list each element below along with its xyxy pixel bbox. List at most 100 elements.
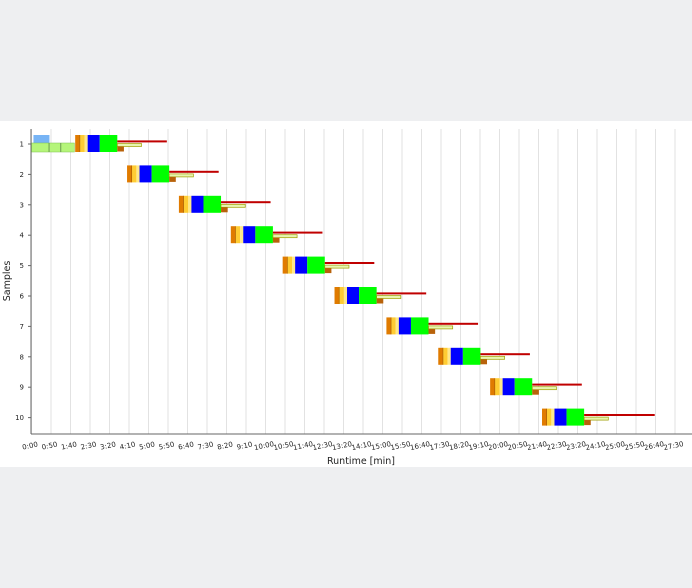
segment-blue <box>191 195 204 213</box>
y-tick-label: 6 <box>20 293 25 301</box>
segment-yellow <box>339 287 344 304</box>
segment-brown_block <box>480 359 488 365</box>
x-tick-label: 14:10 <box>351 440 372 452</box>
x-tick-label: 24:10 <box>585 440 606 452</box>
segment-pale_yellow <box>240 226 244 244</box>
segment-pale_yellow <box>188 195 192 213</box>
segment-green <box>410 317 429 335</box>
segment-olive_bar <box>428 325 454 330</box>
segment-red_line <box>324 262 375 264</box>
chart-panel: 0:00 0:50 1:40 2:30 3:20 4:10 5:00 5:50 6:40 7:30… <box>0 121 692 467</box>
x-tick-label: 21:40 <box>526 440 547 452</box>
segment-blue <box>554 408 567 426</box>
segment-blue <box>295 256 308 274</box>
segment-brown_block <box>221 207 228 213</box>
segment-yellow <box>79 135 85 152</box>
segment-orange <box>230 226 236 244</box>
segment-yellow <box>494 378 500 396</box>
segment-brown_block <box>376 298 384 304</box>
x-tick-label: 9:10 <box>236 440 253 451</box>
segment-olive_bar <box>583 416 609 421</box>
segment-orange <box>542 408 547 426</box>
y-tick-label: 4 <box>20 232 25 240</box>
segment-red_line <box>221 201 271 204</box>
segment-blue <box>398 317 411 335</box>
segment-brown_block <box>584 420 591 426</box>
sample-row-9 <box>490 378 582 396</box>
segment-brown_block <box>272 237 280 243</box>
sample-row-7 <box>386 317 479 335</box>
sample-row-3 <box>178 195 271 213</box>
x-tick-label: 16:40 <box>409 440 430 452</box>
y-tick-label: 5 <box>20 262 24 270</box>
segment-red_line <box>117 140 167 143</box>
segment-green <box>462 347 481 365</box>
prep_green <box>31 142 75 153</box>
segment-green <box>99 135 118 152</box>
sample-row-1 <box>75 135 167 152</box>
y-tick-label: 2 <box>20 171 24 179</box>
segment-green <box>514 378 533 396</box>
segment-olive_bar <box>168 173 194 178</box>
segment-pale_yellow <box>447 347 451 365</box>
prep_blue <box>33 135 50 143</box>
sample-row-8 <box>438 347 530 365</box>
x-tick-label: 7:30 <box>197 440 214 451</box>
y-tick-label: 7 <box>20 323 24 331</box>
x-tick-label: 11:40 <box>292 440 313 452</box>
segment-red_line <box>532 383 582 386</box>
x-tick-label: 0:00 <box>22 440 39 451</box>
y-axis-title: Samples <box>2 261 13 302</box>
x-tick-label: 25:00 <box>604 440 625 452</box>
segment-green <box>359 287 377 304</box>
segment-yellow <box>546 408 552 426</box>
y-tick-label: 9 <box>20 384 24 392</box>
sample-row-6 <box>334 287 427 304</box>
segment-yellow <box>235 226 241 244</box>
segment-blue <box>502 378 515 396</box>
segment-pale_yellow <box>84 135 88 152</box>
x-tick-label: 20:50 <box>507 440 528 452</box>
segment-orange <box>178 195 184 213</box>
bars-layer <box>31 135 655 426</box>
segment-blue <box>347 287 360 304</box>
segment-brown_block <box>324 268 332 274</box>
x-tick-label: 4:10 <box>119 440 136 451</box>
segment-yellow <box>442 347 448 365</box>
x-tick-label: 5:00 <box>139 440 156 451</box>
x-tick-label: 18:20 <box>448 440 469 452</box>
segment-yellow <box>131 165 137 183</box>
y-tick-label: 10 <box>15 414 24 422</box>
x-tick-label: 10:50 <box>273 440 294 452</box>
x-tick-label: 8:20 <box>217 440 234 451</box>
segment-blue <box>139 165 152 183</box>
segment-red_line <box>376 292 427 295</box>
segment-yellow <box>391 317 396 335</box>
segment-olive_bar <box>324 264 350 269</box>
segment-orange <box>438 347 443 365</box>
segment-green <box>151 165 170 183</box>
x-tick-label: 1:40 <box>61 440 78 451</box>
segment-pale_yellow <box>499 378 503 396</box>
segment-orange <box>75 135 80 152</box>
x-tick-label: 10:00 <box>253 440 274 452</box>
segment-red_line <box>169 170 219 173</box>
sample-row-10 <box>542 408 655 426</box>
segment-red_line <box>272 231 323 234</box>
segment-green <box>255 226 273 244</box>
segment-orange <box>334 287 340 304</box>
segment-brown_block <box>532 389 539 395</box>
x-tick-label: 6:40 <box>178 440 195 451</box>
x-tick-label: 15:00 <box>370 440 391 452</box>
segment-yellow <box>183 195 189 213</box>
segment-pale_yellow <box>551 408 555 426</box>
segment-pale_yellow <box>136 165 140 183</box>
sample-row-2 <box>127 165 219 183</box>
x-tick-label: 12:30 <box>312 440 333 452</box>
segment-red_line <box>480 353 530 356</box>
segment-red_line <box>584 414 655 416</box>
segment-pale_yellow <box>395 317 399 335</box>
y-tick-label: 1 <box>20 141 24 149</box>
segment-green <box>566 408 585 426</box>
segment-yellow <box>287 256 293 274</box>
